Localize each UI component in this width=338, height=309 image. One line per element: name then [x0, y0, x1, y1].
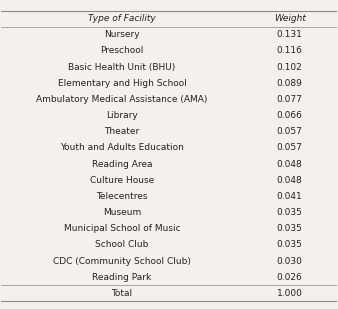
Text: 0.041: 0.041 — [277, 192, 303, 201]
Text: Total: Total — [112, 289, 132, 298]
Text: 1.000: 1.000 — [277, 289, 303, 298]
Text: Reading Area: Reading Area — [92, 160, 152, 169]
Text: Elementary and High School: Elementary and High School — [58, 79, 187, 88]
Text: 0.131: 0.131 — [277, 30, 303, 39]
Text: 0.030: 0.030 — [277, 256, 303, 265]
Text: 0.048: 0.048 — [277, 160, 303, 169]
Text: 0.102: 0.102 — [277, 63, 303, 72]
Text: Nursery: Nursery — [104, 30, 140, 39]
Text: Reading Park: Reading Park — [93, 273, 152, 282]
Text: Youth and Adults Education: Youth and Adults Education — [60, 143, 184, 152]
Text: Basic Health Unit (BHU): Basic Health Unit (BHU) — [68, 63, 176, 72]
Text: 0.035: 0.035 — [277, 224, 303, 233]
Text: 0.116: 0.116 — [277, 46, 303, 56]
Text: 0.057: 0.057 — [277, 127, 303, 136]
Text: 0.057: 0.057 — [277, 143, 303, 152]
Text: 0.035: 0.035 — [277, 240, 303, 249]
Text: 0.089: 0.089 — [277, 79, 303, 88]
Text: Preschool: Preschool — [100, 46, 144, 56]
Text: Theater: Theater — [104, 127, 140, 136]
Text: Weight: Weight — [274, 14, 306, 23]
Text: 0.026: 0.026 — [277, 273, 303, 282]
Text: 0.066: 0.066 — [277, 111, 303, 120]
Text: Library: Library — [106, 111, 138, 120]
Text: Culture House: Culture House — [90, 176, 154, 185]
Text: School Club: School Club — [95, 240, 149, 249]
Text: 0.035: 0.035 — [277, 208, 303, 217]
Text: Ambulatory Medical Assistance (AMA): Ambulatory Medical Assistance (AMA) — [37, 95, 208, 104]
Text: 0.077: 0.077 — [277, 95, 303, 104]
Text: Municipal School of Music: Municipal School of Music — [64, 224, 180, 233]
Text: CDC (Community School Club): CDC (Community School Club) — [53, 256, 191, 265]
Text: Museum: Museum — [103, 208, 141, 217]
Text: 0.048: 0.048 — [277, 176, 303, 185]
Text: Telecentres: Telecentres — [96, 192, 148, 201]
Text: Type of Facility: Type of Facility — [88, 14, 156, 23]
